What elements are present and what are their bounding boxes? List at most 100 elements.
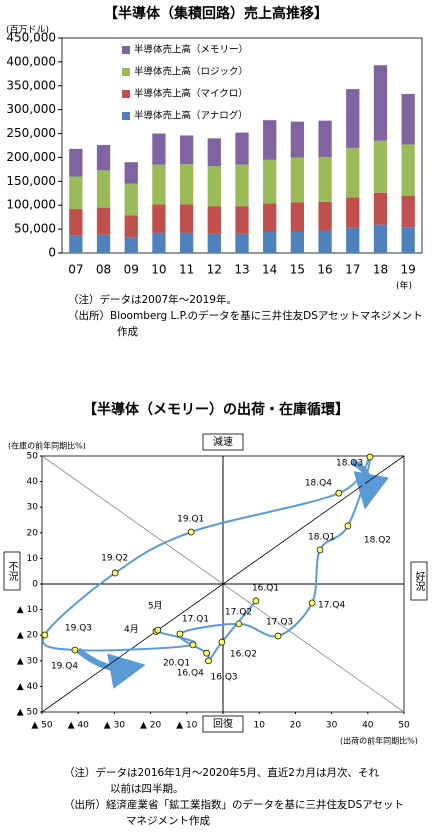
x-tick-label: 40 <box>362 721 374 731</box>
bar-segment <box>346 197 360 228</box>
y-tick-label: 0 <box>32 580 38 590</box>
x-tick-label: 11 <box>179 263 194 277</box>
y-axis-label: (在庫の前年同期比%) <box>8 441 86 451</box>
point <box>218 638 226 646</box>
quadrant-box <box>202 715 244 733</box>
x-axis-label: (年) <box>396 280 412 292</box>
point-label: 16.Q4 <box>177 669 204 679</box>
bar-segment <box>401 93 415 145</box>
y-tick-label: 150,000 <box>6 174 56 188</box>
point-label: 18.Q3 <box>336 459 363 469</box>
bar-segment <box>152 204 166 233</box>
point-label: 19.Q1 <box>177 515 204 525</box>
y-tick-label: ▲ 40 <box>17 682 39 692</box>
quadrant-label: 回復 <box>213 717 233 730</box>
note: （注）データは2016年1月～2020年5月、直近2カ月は月次、それ <box>64 766 379 779</box>
note: 作成 <box>117 326 138 338</box>
legend-label: 半導体売上高（アナログ） <box>134 110 248 122</box>
bar-segment <box>263 159 277 204</box>
legend-swatch <box>122 68 130 76</box>
note: （出所）Bloomberg L.P.のデータを基に三井住友DSアセットマネジメン… <box>68 309 423 322</box>
bar-segment <box>124 215 138 238</box>
bar-segment <box>373 65 388 141</box>
quadrant-box <box>3 551 21 591</box>
cycle-arrow <box>76 647 146 689</box>
bar-segment <box>235 164 249 207</box>
x-tick-label: ▲ 10 <box>176 721 198 731</box>
bar-segment <box>373 192 388 225</box>
x-tick-label: 08 <box>96 263 111 277</box>
point <box>235 620 243 628</box>
legend-swatch <box>122 112 130 120</box>
point <box>176 630 184 638</box>
y-tick-label: 50 <box>27 452 39 462</box>
point <box>366 453 374 461</box>
point <box>274 632 282 640</box>
bar-segment <box>290 202 305 232</box>
bar-segment <box>235 233 249 253</box>
bar-segment <box>179 232 194 253</box>
bar-segment <box>235 132 249 165</box>
bar-segment <box>290 121 305 158</box>
bar-segment <box>263 203 277 232</box>
point <box>154 626 162 634</box>
bar-segment <box>318 230 332 253</box>
x-tick-label: 09 <box>124 263 139 277</box>
point <box>308 599 316 607</box>
y-tick-label: 30 <box>27 503 39 513</box>
bar-segment <box>207 166 221 207</box>
point <box>203 649 211 657</box>
quadrant-label: 不況 <box>6 561 18 582</box>
bar-segment <box>290 231 305 253</box>
x-tick-label: ▲ 50 <box>31 721 53 731</box>
bar-segment <box>152 232 166 253</box>
bar-segment <box>179 164 194 205</box>
bar-segment <box>346 227 360 253</box>
point-label: 17.Q2 <box>225 607 252 617</box>
y-tick-label: 10 <box>27 554 39 564</box>
point <box>252 597 260 605</box>
bar-segment <box>69 176 83 210</box>
bar-segment <box>346 89 360 148</box>
point-label: 17.Q1 <box>182 614 209 624</box>
x-tick-label: 12 <box>207 263 222 277</box>
y-tick-label: 350,000 <box>6 78 56 92</box>
point <box>205 657 212 665</box>
x-axis-label: (出荷の前年同期比%) <box>340 736 418 746</box>
point-label: 17.Q3 <box>266 617 293 627</box>
point-label: 20.Q1 <box>163 658 190 668</box>
note: （出所）経済産業省「鉱工業指数」のデータを基に三井住友DSアセット <box>64 798 404 811</box>
x-tick-label: 17 <box>345 263 360 277</box>
bar-segment <box>179 135 194 165</box>
bar-segment <box>373 140 388 193</box>
note: （注）データは2007年～2019年。 <box>68 293 237 306</box>
x-tick-label: 07 <box>68 263 83 277</box>
bar-segment <box>96 234 111 253</box>
y-tick-label: 250,000 <box>6 126 56 140</box>
y-tick-label: 200,000 <box>6 150 56 164</box>
bar-segment <box>401 144 415 196</box>
bar-segment <box>124 237 138 253</box>
bar-segment <box>263 120 277 160</box>
point-label: 16.Q2 <box>230 650 257 660</box>
y-tick-label: 50,000 <box>14 222 56 236</box>
y-tick-label: 400,000 <box>6 54 56 68</box>
point <box>187 528 195 536</box>
chart-title: 【半導体（集積回路）売上高推移】 <box>104 5 328 22</box>
chart-title: 【半導体（メモリー）の出荷・在庫循環】 <box>83 401 349 418</box>
y-tick-label: 300,000 <box>6 102 56 116</box>
point <box>316 546 324 554</box>
bar-segment <box>179 204 194 233</box>
y-tick-label: ▲ 10 <box>17 605 39 615</box>
y-axis-label: (百万ドル) <box>6 25 49 36</box>
point <box>41 631 49 639</box>
point-label: 16.Q1 <box>252 583 279 593</box>
y-tick-label: ▲ 20 <box>17 631 39 641</box>
bar-segment <box>207 206 221 234</box>
bar-segment <box>96 207 111 235</box>
bar-segment <box>69 209 83 236</box>
y-tick-label: ▲ 50 <box>17 708 39 718</box>
legend-swatch <box>122 46 130 54</box>
